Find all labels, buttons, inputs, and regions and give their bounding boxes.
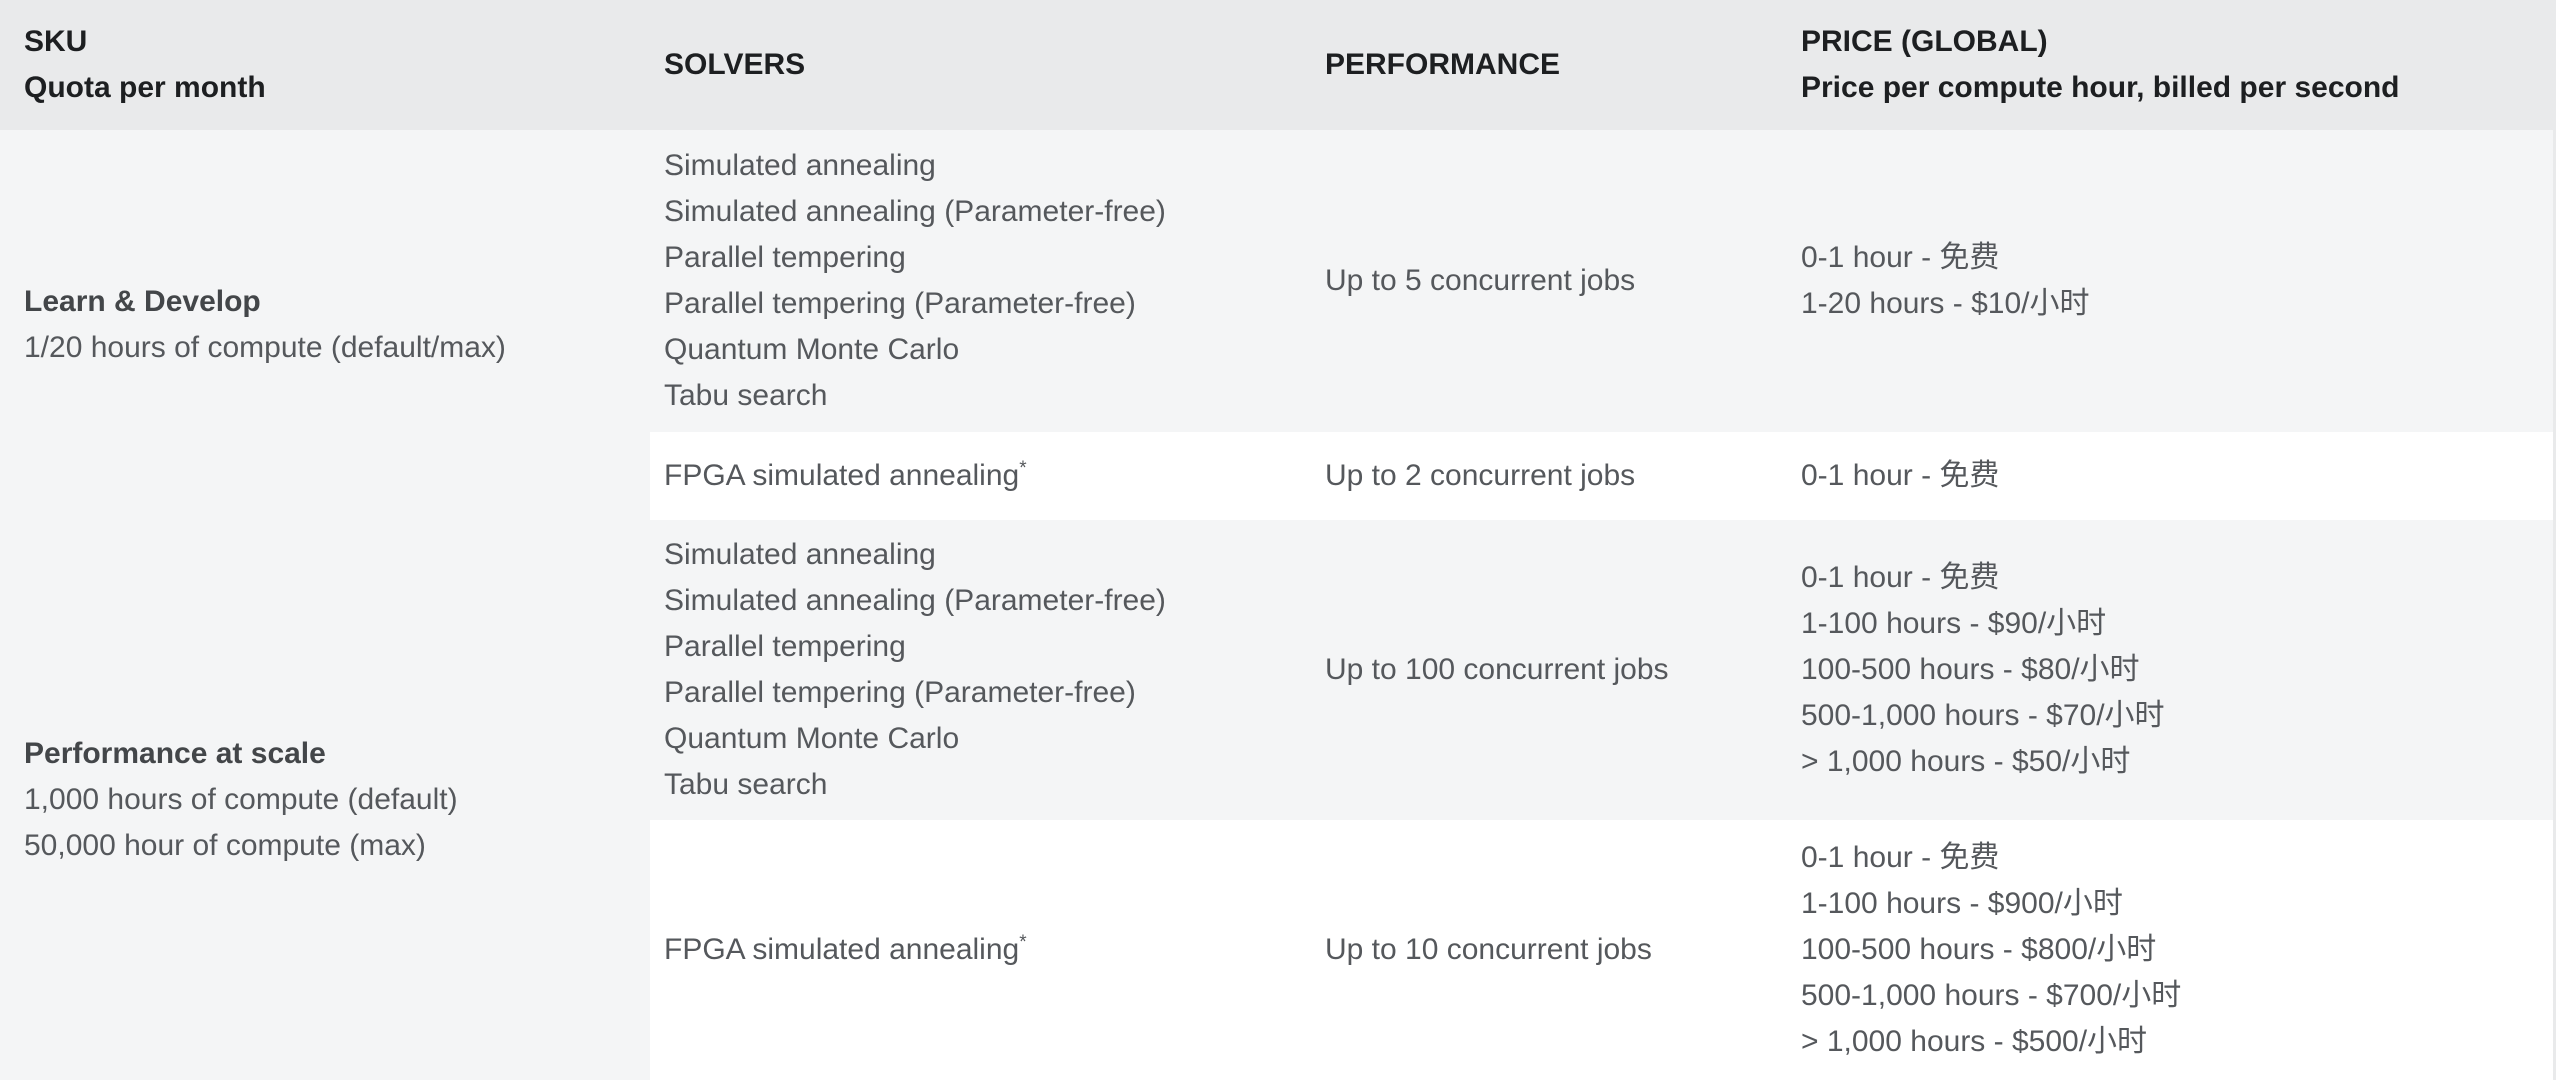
solver-item: FPGA simulated annealing* <box>664 927 1311 973</box>
header-cell-sku: SKU Quota per month <box>0 0 650 130</box>
solver-item: Simulated annealing <box>664 143 1311 189</box>
header-title-sku: SKU <box>24 25 88 58</box>
solver-item: Parallel tempering <box>664 624 1311 670</box>
right-edge-strip <box>2553 0 2556 1080</box>
solver-name: Simulated annealing <box>664 538 936 571</box>
price-cell: 0-1 hour - 免费 1-100 hours - $900/小时 100-50… <box>1781 820 2556 1080</box>
solver-item: Simulated annealing (Parameter-free) <box>664 189 1311 235</box>
solver-item: Quantum Monte Carlo <box>664 716 1311 762</box>
header-title-solvers: SOLVERS <box>664 48 806 81</box>
solvers-cell: FPGA simulated annealing* <box>650 820 1311 1080</box>
sku-title: Performance at scale <box>24 737 326 770</box>
solver-name: Parallel tempering (Parameter-free) <box>664 287 1136 320</box>
solver-item: Simulated annealing (Parameter-free) <box>664 578 1311 624</box>
price-tier-line: 1-100 hours - $900/小时 <box>1801 887 2123 920</box>
solver-name: Tabu search <box>664 768 828 801</box>
price-tier-line: 0-1 hour - 免费 <box>1801 459 2000 492</box>
price-tier-line: 100-500 hours - $800/小时 <box>1801 933 2157 966</box>
solver-footnote-marker: * <box>1019 458 1027 479</box>
pricing-section: Learn & Develop 1/20 hours of compute (de… <box>0 130 2556 520</box>
solver-name: Quantum Monte Carlo <box>664 722 960 755</box>
performance-cell: Up to 100 concurrent jobs <box>1311 520 1781 820</box>
price-tier-line: > 1,000 hours - $50/小时 <box>1801 745 2131 778</box>
table-body: Learn & Develop 1/20 hours of compute (de… <box>0 130 2556 1080</box>
price-tier-line: 1-100 hours - $90/小时 <box>1801 607 2107 640</box>
performance-text: Up to 100 concurrent jobs <box>1325 653 1669 686</box>
solvers-cell: FPGA simulated annealing* <box>650 432 1311 520</box>
header-cell-price: PRICE (GLOBAL) Price per compute hour, b… <box>1781 0 2556 130</box>
header-cell-performance: PERFORMANCE <box>1311 0 1781 130</box>
performance-text: Up to 10 concurrent jobs <box>1325 933 1652 966</box>
solvers-cell: Simulated annealing Simulated annealing (… <box>650 520 1311 820</box>
price-tier-line: > 1,000 hours - $500/小时 <box>1801 1025 2148 1058</box>
sku-quota-line: 1/20 hours of compute (default/max) <box>24 331 506 364</box>
price-tier-line: 0-1 hour - 免费 <box>1801 841 2000 874</box>
performance-cell: Up to 5 concurrent jobs <box>1311 130 1781 432</box>
solvers-cell: Simulated annealing Simulated annealing (… <box>650 130 1311 432</box>
sku-quota-line: 1,000 hours of compute (default) <box>24 783 458 816</box>
header-title-price: PRICE (GLOBAL) <box>1801 25 2048 58</box>
price-cell: 0-1 hour - 免费 1-20 hours - $10/小时 <box>1781 130 2556 432</box>
solver-item: Quantum Monte Carlo <box>664 327 1311 373</box>
price-tier-line: 0-1 hour - 免费 <box>1801 561 2000 594</box>
pricing-section: Performance at scale 1,000 hours of compu… <box>0 520 2556 1080</box>
price-tier-line: 100-500 hours - $80/小时 <box>1801 653 2140 686</box>
solver-item: Simulated annealing <box>664 532 1311 578</box>
price-tier-line: 1-20 hours - $10/小时 <box>1801 287 2090 320</box>
solver-name: Simulated annealing <box>664 149 936 182</box>
price-cell: 0-1 hour - 免费 <box>1781 432 2556 520</box>
header-subtitle-sku: Quota per month <box>24 71 266 104</box>
solver-item: Parallel tempering <box>664 235 1311 281</box>
solver-name: Tabu search <box>664 379 828 412</box>
sku-title: Learn & Develop <box>24 285 261 318</box>
sku-cell: Performance at scale 1,000 hours of compu… <box>0 520 650 1080</box>
solver-footnote-marker: * <box>1019 932 1027 953</box>
solver-name: FPGA simulated annealing <box>664 459 1020 492</box>
solver-item: Parallel tempering (Parameter-free) <box>664 281 1311 327</box>
price-tier-line: 500-1,000 hours - $700/小时 <box>1801 979 2182 1012</box>
solver-item: Tabu search <box>664 762 1311 808</box>
table-header: SKU Quota per month SOLVERS PERFORMANCE … <box>0 0 2556 130</box>
solver-name: Simulated annealing (Parameter-free) <box>664 195 1166 228</box>
solver-name: Parallel tempering <box>664 630 906 663</box>
performance-cell: Up to 2 concurrent jobs <box>1311 432 1781 520</box>
solver-name: Quantum Monte Carlo <box>664 333 960 366</box>
performance-text: Up to 2 concurrent jobs <box>1325 459 1636 492</box>
price-tier-line: 0-1 hour - 免费 <box>1801 241 2000 274</box>
sku-quota-line: 50,000 hour of compute (max) <box>24 829 426 862</box>
header-title-performance: PERFORMANCE <box>1325 48 1561 81</box>
sku-cell: Learn & Develop 1/20 hours of compute (de… <box>0 130 650 520</box>
price-tier-line: 500-1,000 hours - $70/小时 <box>1801 699 2165 732</box>
solver-name: Parallel tempering <box>664 241 906 274</box>
solver-name: FPGA simulated annealing <box>664 933 1020 966</box>
header-subtitle-price: Price per compute hour, billed per secon… <box>1801 71 2400 104</box>
performance-cell: Up to 10 concurrent jobs <box>1311 820 1781 1080</box>
solver-name: Simulated annealing (Parameter-free) <box>664 584 1166 617</box>
performance-text: Up to 5 concurrent jobs <box>1325 264 1636 297</box>
solver-item: FPGA simulated annealing* <box>664 453 1311 499</box>
solver-name: Parallel tempering (Parameter-free) <box>664 676 1136 709</box>
header-cell-solvers: SOLVERS <box>650 0 1311 130</box>
solver-item: Tabu search <box>664 373 1311 419</box>
price-cell: 0-1 hour - 免费 1-100 hours - $90/小时 100-500… <box>1781 520 2556 820</box>
solver-item: Parallel tempering (Parameter-free) <box>664 670 1311 716</box>
